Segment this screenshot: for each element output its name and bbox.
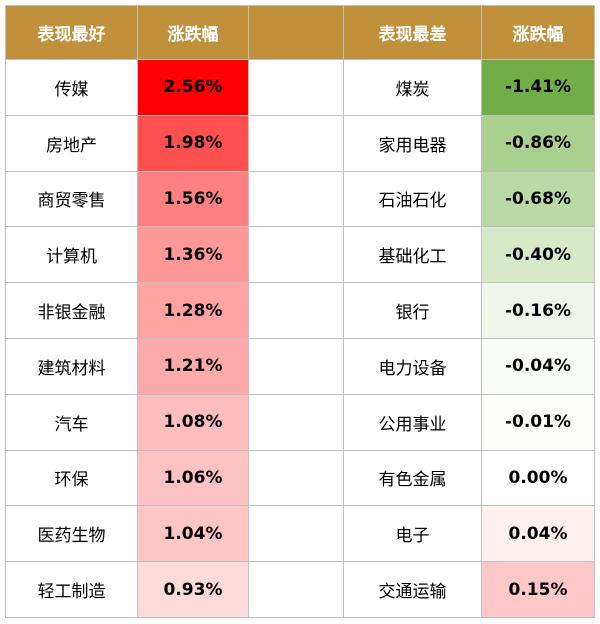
worst-sector-change: 0.04% (481, 505, 595, 563)
gap-cell (248, 170, 344, 228)
table-row: 环保 1.06% 有色金属 0.00% (5, 449, 595, 507)
best-sector-change: 2.56% (137, 59, 249, 116)
worst-sector-change: -0.86% (481, 114, 595, 172)
header-worst-label: 表现最差 (343, 5, 482, 60)
table-row: 医药生物 1.04% 电子 0.04% (5, 505, 595, 563)
best-sector-change: 1.04% (137, 505, 249, 563)
worst-sector-change: -0.68% (481, 170, 595, 228)
worst-sector-name: 煤炭 (343, 59, 482, 116)
worst-sector-change: 0.15% (481, 561, 595, 618)
worst-sector-name: 家用电器 (343, 114, 482, 172)
best-sector-name: 环保 (5, 449, 138, 507)
gap-cell (248, 226, 344, 284)
best-sector-name: 传媒 (5, 59, 138, 116)
gap-cell (248, 393, 344, 451)
gap-cell (248, 449, 344, 507)
table-row: 轻工制造 0.93% 交通运输 0.15% (5, 561, 595, 618)
table-row: 汽车 1.08% 公用事业 -0.01% (5, 393, 595, 451)
best-sector-change: 1.21% (137, 337, 249, 395)
sector-performance-table: 表现最好 涨跌幅 表现最差 涨跌幅 传媒 2.56% 煤炭 -1.41% 房地产 1.98… (5, 5, 595, 618)
table-row: 房地产 1.98% 家用电器 -0.86% (5, 114, 595, 172)
table-row: 非银金融 1.28% 银行 -0.16% (5, 282, 595, 339)
best-sector-change: 1.98% (137, 114, 249, 172)
header-row: 表现最好 涨跌幅 表现最差 涨跌幅 (5, 5, 595, 60)
gap-cell (248, 59, 344, 116)
table-row: 建筑材料 1.21% 电力设备 -0.04% (5, 337, 595, 395)
worst-sector-change: 0.00% (481, 449, 595, 507)
worst-sector-name: 银行 (343, 282, 482, 339)
worst-sector-change: -0.40% (481, 226, 595, 284)
table-row: 商贸零售 1.56% 石油石化 -0.68% (5, 170, 595, 228)
best-sector-change: 1.06% (137, 449, 249, 507)
best-sector-change: 1.56% (137, 170, 249, 228)
best-sector-change: 1.28% (137, 282, 249, 339)
worst-sector-name: 电力设备 (343, 337, 482, 395)
best-sector-name: 轻工制造 (5, 561, 138, 618)
table-row: 计算机 1.36% 基础化工 -0.40% (5, 226, 595, 284)
gap-cell (248, 561, 344, 618)
header-worst-change: 涨跌幅 (481, 5, 595, 60)
worst-sector-name: 公用事业 (343, 393, 482, 451)
gap-cell (248, 505, 344, 563)
header-best-label: 表现最好 (5, 5, 138, 60)
table-row: 传媒 2.56% 煤炭 -1.41% (5, 59, 595, 116)
best-sector-name: 计算机 (5, 226, 138, 284)
table-body: 传媒 2.56% 煤炭 -1.41% 房地产 1.98% 家用电器 -0.86% 商贸零售 1.5… (5, 59, 595, 618)
worst-sector-name: 基础化工 (343, 226, 482, 284)
gap-cell (248, 282, 344, 339)
gap-cell (248, 337, 344, 395)
worst-sector-change: -0.04% (481, 337, 595, 395)
best-sector-name: 非银金融 (5, 282, 138, 339)
best-sector-name: 医药生物 (5, 505, 138, 563)
worst-sector-change: -1.41% (481, 59, 595, 116)
worst-sector-name: 有色金属 (343, 449, 482, 507)
worst-sector-name: 电子 (343, 505, 482, 563)
worst-sector-change: -0.01% (481, 393, 595, 451)
header-gap (248, 5, 344, 60)
best-sector-name: 商贸零售 (5, 170, 138, 228)
best-sector-name: 建筑材料 (5, 337, 138, 395)
best-sector-name: 汽车 (5, 393, 138, 451)
worst-sector-change: -0.16% (481, 282, 595, 339)
gap-cell (248, 114, 344, 172)
worst-sector-name: 石油石化 (343, 170, 482, 228)
worst-sector-name: 交通运输 (343, 561, 482, 618)
best-sector-name: 房地产 (5, 114, 138, 172)
best-sector-change: 1.36% (137, 226, 249, 284)
header-best-change: 涨跌幅 (137, 5, 249, 60)
best-sector-change: 0.93% (137, 561, 249, 618)
best-sector-change: 1.08% (137, 393, 249, 451)
